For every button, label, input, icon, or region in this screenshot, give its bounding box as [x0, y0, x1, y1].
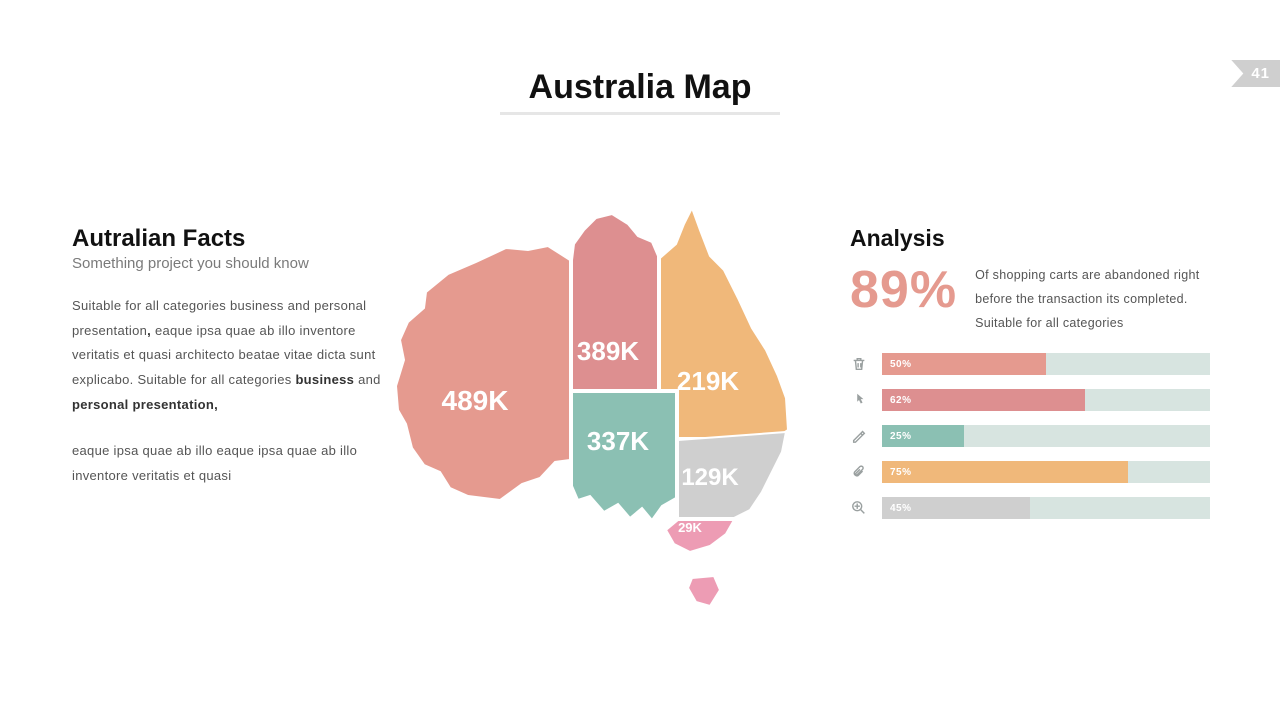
map-label-nt: 389K: [577, 336, 639, 366]
analysis-description: Of shopping carts are abandoned right be…: [975, 264, 1210, 335]
map-label-nsw: 129K: [681, 464, 739, 491]
analysis-heading: Analysis: [850, 225, 1210, 252]
bar-value-label: 25%: [890, 425, 912, 447]
analysis-bars: 50% 62% 25% 75% 45%: [850, 353, 1210, 519]
map-region-qld: [660, 208, 788, 438]
bar-row: 75%: [850, 461, 1210, 483]
map-label-qld: 219K: [677, 366, 739, 396]
pencil-icon: [850, 427, 868, 445]
clip-icon: [850, 463, 868, 481]
title-underline: [500, 112, 780, 115]
map-region-tas: [688, 576, 720, 606]
bar-track: 25%: [882, 425, 1210, 447]
pointer-icon: [850, 391, 868, 409]
map-label-wa: 489K: [442, 385, 509, 416]
bar-value-label: 62%: [890, 389, 912, 411]
bar-track: 45%: [882, 497, 1210, 519]
bar-row: 45%: [850, 497, 1210, 519]
map-region-sa: [572, 392, 676, 520]
zoom-icon: [850, 499, 868, 517]
bar-track: 50%: [882, 353, 1210, 375]
bar-value-label: 50%: [890, 353, 912, 375]
analysis-big-number: 89%: [850, 264, 957, 316]
facts-heading: Autralian Facts: [72, 225, 382, 253]
bar-track: 75%: [882, 461, 1210, 483]
bar-value-label: 75%: [890, 461, 912, 483]
analysis-panel: Analysis 89% Of shopping carts are aband…: [850, 225, 1210, 533]
bar-row: 62%: [850, 389, 1210, 411]
facts-body: Suitable for all categories business and…: [72, 294, 382, 489]
bar-fill: [882, 389, 1085, 411]
bar-row: 25%: [850, 425, 1210, 447]
trash-icon: [850, 355, 868, 373]
map-label-vic: 29K: [678, 520, 702, 535]
page-title: Australia Map: [0, 68, 1280, 107]
bar-track: 62%: [882, 389, 1210, 411]
map-label-sa: 337K: [587, 426, 649, 456]
australia-map: 489K 389K 219K 337K 129K 29K: [390, 200, 820, 620]
map-region-wa: [396, 246, 570, 500]
facts-panel: Autralian Facts Something project you sh…: [72, 225, 382, 489]
bar-value-label: 45%: [890, 497, 912, 519]
bar-fill: [882, 461, 1128, 483]
bar-row: 50%: [850, 353, 1210, 375]
facts-subheading: Something project you should know: [72, 255, 382, 272]
slide: 41 Australia Map Autralian Facts Somethi…: [0, 0, 1280, 720]
